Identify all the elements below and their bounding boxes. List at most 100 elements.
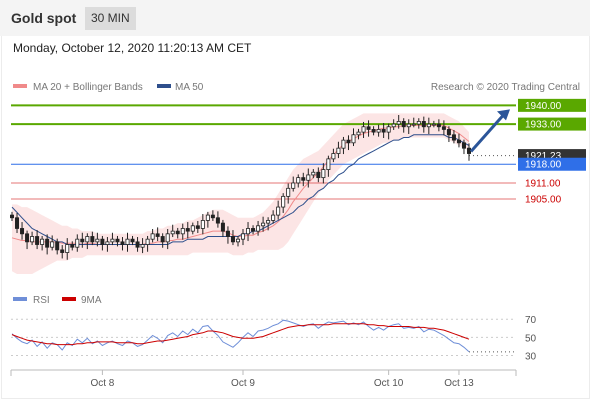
header-bar: Gold spot 30 MIN [0,0,590,36]
candle-body [326,158,331,170]
candle-body [9,214,14,219]
candle-body [230,236,235,243]
candle-body [80,238,85,243]
candle-body [281,195,286,208]
candle-body [60,249,65,253]
candle-body [371,129,376,133]
price-panel [9,104,516,275]
candle-body [175,230,180,235]
candle-body [381,129,386,133]
candle-body [30,236,35,243]
candle-body [25,233,30,243]
bollinger-legend-label: MA 20 + Bollinger Bands [33,82,143,93]
candle-body [225,230,230,237]
candle-body [220,222,225,232]
rsi-tick-label: 70 [525,315,537,326]
projection-arrow-shaft [469,113,506,153]
resistance-level-label: 1940.00 [525,101,562,112]
candle-body [316,171,321,179]
candle-body [155,233,160,237]
candle-body [346,139,351,144]
candle-body [266,220,271,224]
rsi-legend-label: RSI [33,295,50,306]
candle-body [15,217,20,229]
rsi-tick-label: 30 [525,351,537,362]
candle-body [40,238,45,245]
candle-body [311,171,316,176]
candle-body [190,225,195,232]
pivot-level-label: 1918.00 [525,160,562,171]
candle-body [296,177,301,184]
x-tick-label: Oct 13 [444,378,474,389]
rsi-line [11,319,470,353]
support-level-label: 1911.00 [525,178,561,189]
candle-body [321,169,326,179]
candle-body [276,206,281,216]
candle-body [421,121,426,128]
x-tick-label: Oct 10 [374,378,404,389]
support-level-label: 1905.00 [525,195,562,206]
candle-body [261,222,266,227]
candle-body [50,241,55,248]
candle-body [401,121,406,128]
candle-body [246,228,251,235]
candle-body [466,147,471,154]
candle-body [185,228,190,232]
instrument-title: Gold spot [11,10,77,26]
candle-body [135,241,140,248]
candle-body [200,220,205,229]
candle-body [386,126,391,133]
resistance-level-label: 1933.00 [525,120,562,131]
credit-text: Research © 2020 Trading Central [431,82,580,93]
candle-body [105,241,110,245]
candle-body [120,241,125,245]
x-axis: Oct 8 Oct 9 Oct 10 Oct 13 [10,369,517,389]
candle-body [306,174,311,181]
rsi-legend-swatch [13,297,27,301]
candle-body [205,214,210,221]
rsi-tick-label: 50 [525,333,537,344]
candle-body [90,236,95,243]
candle-body [341,139,346,149]
candle-body [210,214,215,219]
candle-body [55,241,60,251]
candle-body [145,238,150,245]
candle-body [125,238,130,245]
candle-body [130,238,135,243]
rsi-ma-legend-label: 9MA [81,295,102,306]
timestamp: Monday, October 12, 2020 11:20:13 AM CET [13,41,252,55]
candle-body [436,123,441,128]
candle-body [140,244,145,248]
ma50-legend-label: MA 50 [175,82,204,93]
candle-body [461,142,466,149]
candle-body [271,214,276,221]
candle-body [100,238,105,245]
candle-body [180,228,185,235]
candle-body [35,236,40,245]
resistance-label-box [518,117,586,131]
candle-body [235,238,240,243]
rsi-panel: 70 50 30 [11,315,537,362]
candle-body [110,238,115,243]
candle-body [215,217,220,224]
pivot-label-box [518,157,586,171]
candle-body [451,134,456,141]
candle-body [406,123,411,128]
candle-body [456,139,461,144]
resistance-label-box [518,98,586,112]
candle-body [291,182,296,189]
ma50-legend-swatch [157,84,171,88]
candle-body [446,129,451,136]
candle-body [361,126,366,133]
candle-body [95,238,100,243]
candle-body [195,225,200,229]
candle-body [336,147,341,154]
timeframe-badge[interactable]: 30 MIN [85,7,136,30]
candle-body [441,126,446,130]
candle-body [301,177,306,181]
candle-body [165,233,170,243]
candle-body [20,228,25,235]
candle-body [85,236,90,243]
candle-body [356,131,361,136]
